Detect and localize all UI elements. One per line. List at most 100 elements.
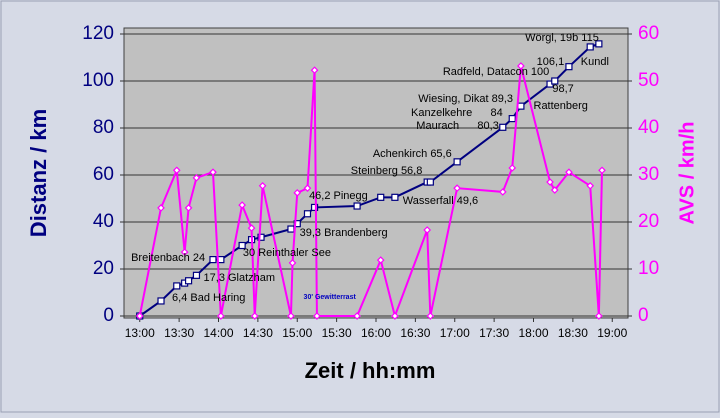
marker (288, 259, 297, 267)
marker (157, 204, 165, 212)
marker (353, 202, 361, 210)
marker (192, 271, 201, 279)
marker (517, 62, 525, 70)
marker (546, 178, 554, 186)
marker (313, 312, 321, 320)
y2-tick-label: 30 (638, 164, 659, 185)
y2-axis-title: AVS / km/h (676, 122, 698, 225)
x-tick-label: 15:00 (282, 326, 312, 340)
marker (377, 193, 385, 201)
y-axis-title: Distanz / km (26, 109, 51, 237)
annotation: 46,2 Pinegg (309, 190, 368, 202)
annotation: Wasserfall 49,6 (403, 195, 478, 207)
x-tick-label: 14:00 (203, 326, 233, 340)
marker (595, 40, 603, 48)
marker (551, 77, 559, 85)
y2-tick-label: 20 (638, 211, 659, 232)
annotation: 30 Reinthaler See (243, 247, 331, 259)
marker (258, 181, 267, 190)
marker (238, 241, 246, 250)
marker (250, 312, 259, 320)
x-tick-label: 15:30 (322, 326, 352, 340)
marker (426, 312, 435, 320)
marker (209, 256, 217, 264)
x-tick-label: 17:00 (440, 326, 470, 340)
marker (586, 181, 595, 190)
marker (391, 312, 399, 320)
marker (426, 178, 434, 186)
y-tick-label: 100 (82, 70, 114, 91)
marker (595, 312, 603, 320)
x-tick-label: 18:30 (558, 326, 588, 340)
y2-tick-label: 60 (638, 23, 659, 44)
x-tick-label: 13:30 (164, 326, 194, 340)
marker (517, 102, 525, 110)
marker (586, 43, 594, 51)
annotation: Wörgl, 19b 115 (525, 32, 599, 44)
marker (173, 282, 181, 290)
marker (353, 312, 361, 320)
marker (508, 114, 516, 123)
marker (184, 277, 193, 285)
marker (423, 226, 432, 234)
annotation: Rattenberg (534, 100, 588, 112)
marker (247, 224, 256, 232)
x-tick-label: 16:30 (400, 326, 430, 340)
marker (180, 248, 189, 256)
marker (310, 203, 319, 212)
annotation: Maurach 80,3 (416, 120, 499, 132)
marker (508, 164, 517, 172)
x-tick-label: 17:30 (479, 326, 509, 340)
annotation: Wiesing, Dikat 89,3 (418, 93, 513, 105)
marker (303, 210, 312, 218)
marker (238, 201, 246, 209)
annotation: 30' Gewitterrast (304, 294, 357, 301)
x-axis-title: Zeit / hh:mm (305, 358, 436, 383)
annotation: Breitenbach 24 (131, 252, 205, 264)
marker (209, 168, 217, 177)
marker (498, 188, 507, 196)
marker (550, 186, 559, 194)
annotation: 17,3 Glatzham (204, 272, 276, 284)
marker (287, 225, 295, 233)
y2-tick-label: 40 (638, 117, 659, 138)
marker (184, 204, 193, 212)
y-tick-label: 40 (93, 211, 114, 232)
y-tick-label: 80 (93, 117, 114, 138)
annotation: Kundl (581, 56, 609, 68)
annotation: 106,1 (537, 56, 565, 68)
marker (303, 184, 312, 193)
marker (310, 66, 319, 75)
marker (453, 184, 461, 193)
marker (157, 297, 165, 305)
annotation: 39,3 Brandenberg (300, 227, 388, 239)
marker (192, 173, 201, 182)
marker (565, 63, 573, 71)
y2-tick-label: 0 (638, 305, 649, 326)
y-tick-label: 0 (103, 305, 114, 326)
marker (391, 193, 399, 201)
marker (257, 233, 265, 241)
annotation: 6,4 Bad Haring (172, 292, 245, 304)
y-tick-label: 20 (93, 258, 114, 279)
annotation: Kanzelkehre 84 (411, 107, 503, 119)
annotation: Steinberg 56,8 (351, 165, 423, 177)
x-tick-label: 18:00 (518, 326, 548, 340)
y2-tick-label: 10 (638, 258, 659, 279)
annotation: Radfeld, Datacon 100 (443, 66, 549, 78)
marker (453, 158, 461, 166)
marker (499, 123, 507, 131)
marker (565, 168, 573, 177)
y-tick-label: 60 (93, 164, 114, 185)
marker (293, 189, 302, 197)
x-tick-label: 13:00 (125, 326, 155, 340)
y2-tick-label: 50 (638, 70, 659, 91)
x-tick-label: 14:30 (243, 326, 273, 340)
x-tick-label: 16:00 (361, 326, 391, 340)
marker (376, 256, 385, 264)
marker (287, 312, 295, 320)
marker (135, 312, 144, 320)
annotation: Achenkirch 65,6 (373, 148, 452, 160)
y-tick-label: 120 (82, 23, 114, 44)
